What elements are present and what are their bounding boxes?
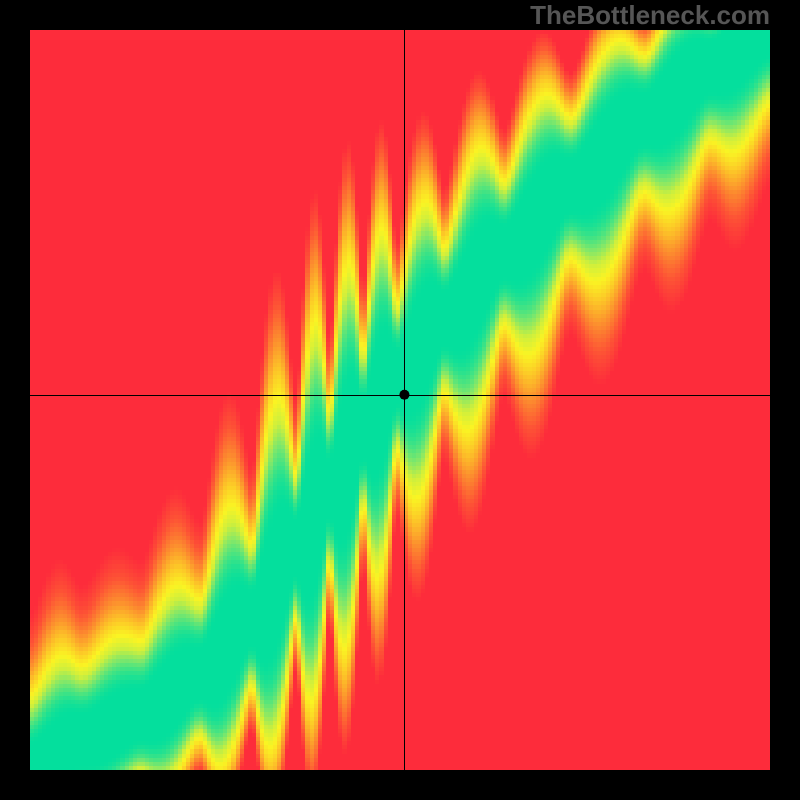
chart-container: TheBottleneck.com [0,0,800,800]
watermark: TheBottleneck.com [530,0,770,31]
heatmap-canvas [0,0,800,800]
